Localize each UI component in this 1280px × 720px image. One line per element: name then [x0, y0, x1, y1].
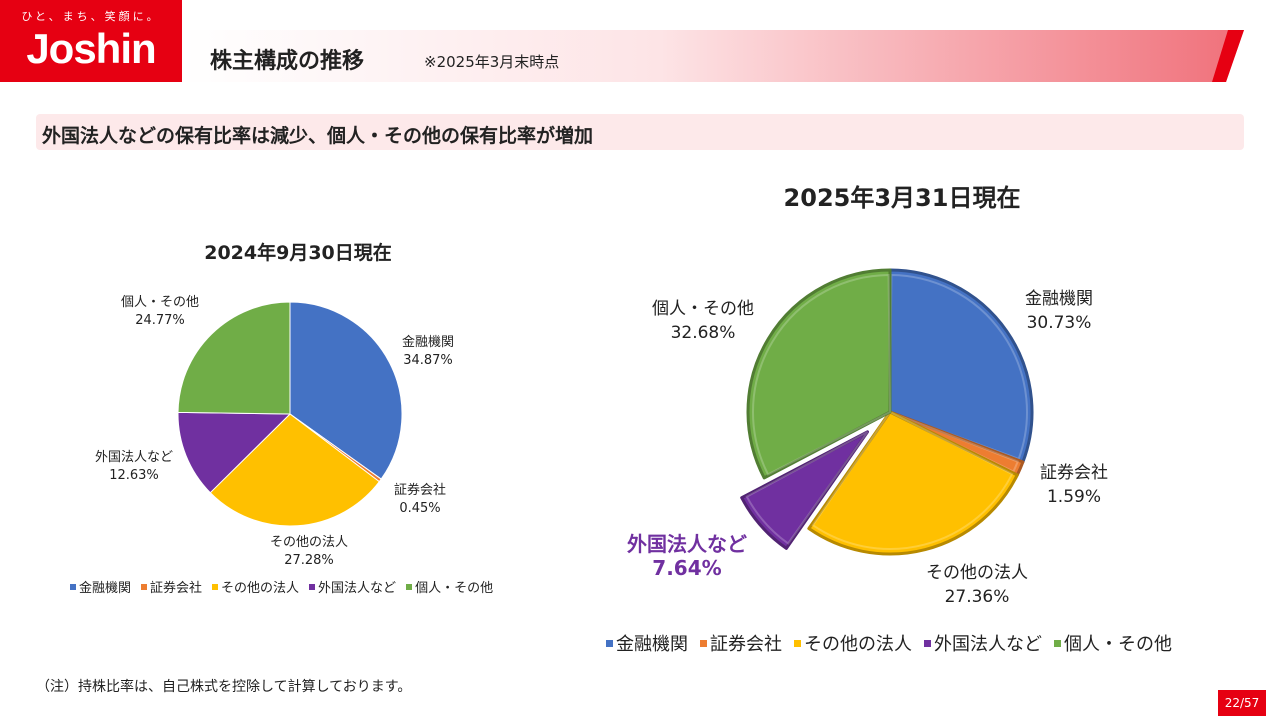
chart2-legend-swatch-2	[794, 639, 801, 647]
chart1-label-value-2: 27.28%	[284, 553, 334, 568]
chart2-legend: 金融機関 証券会社 その他の法人 外国法人など 個人・その他	[606, 630, 1172, 656]
chart1-title: 2024年9月30日現在	[204, 241, 392, 264]
chart1-legend-swatch-4	[406, 583, 413, 590]
chart1-label-value-1: 0.45%	[399, 501, 440, 516]
chart1-legend-item-1: 証券会社	[141, 577, 202, 596]
chart2-legend-item-4: 個人・その他	[1054, 630, 1172, 656]
chart1-legend-item-4: 個人・その他	[406, 577, 493, 596]
chart1-slice-4	[177, 301, 291, 415]
chart1-legend-label-1: 証券会社	[150, 581, 203, 596]
chart2-legend-swatch-4	[1054, 639, 1061, 647]
chart2-label-value-1: 1.59%	[1047, 487, 1101, 507]
pie-chart-2024: 金融機関 34.87% 証券会社 0.45% その他の法人 27.28% 外国法人など 12.…	[95, 295, 454, 568]
chart2-slice-2-bevel	[811, 410, 1014, 550]
chart1-label-name-4: 個人・その他	[121, 295, 199, 310]
logo-wordmark: Joshin	[26, 25, 156, 72]
chart2-slice-3	[740, 430, 869, 550]
chart2-label-value-3: 7.64%	[652, 556, 721, 580]
chart1-legend: 金融機関 証券会社 その他の法人 外国法人など 個人・その他	[70, 577, 493, 596]
chart2-legend-label-2: その他の法人	[804, 634, 912, 655]
chart2-legend-item-3: 外国法人など	[924, 630, 1042, 656]
chart1-legend-label-4: 個人・その他	[415, 581, 494, 596]
chart2-legend-label-1: 証券会社	[710, 634, 782, 655]
chart2-slice-0-bevel	[888, 273, 1028, 461]
page-number: 22/57	[1218, 690, 1266, 716]
chart2-slice-2	[807, 410, 1019, 556]
chart2-legend-swatch-3	[924, 639, 931, 647]
pie-chart-2025: 金融機関 30.73% 証券会社 1.59% その他の法人 27.36% 外国法人など7.6…	[627, 268, 1108, 607]
chart1-label-name-2: その他の法人	[270, 535, 348, 550]
page-note: ※2025年3月末時点	[424, 53, 560, 71]
chart1-label-value-4: 24.77%	[135, 313, 185, 328]
chart1-label-value-3: 12.63%	[109, 468, 159, 483]
chart2-slice-4	[746, 268, 892, 480]
chart2-legend-swatch-1	[700, 639, 707, 647]
chart2-label-name-3: 外国法人など	[627, 532, 747, 556]
chart1-slice-0	[289, 301, 403, 480]
chart2-legend-item-1: 証券会社	[700, 630, 782, 656]
chart1-label-name-0: 金融機関	[402, 334, 454, 350]
chart2-legend-item-0: 金融機関	[606, 630, 688, 656]
chart1-legend-swatch-0	[70, 583, 76, 590]
chart2-label-name-1: 証券会社	[1040, 463, 1108, 483]
chart2-legend-label-0: 金融機関	[616, 634, 688, 655]
chart2-label-name-4: 個人・その他	[652, 299, 754, 319]
chart2-slice-3-bevel	[745, 430, 869, 545]
chart1-legend-item-0: 金融機関	[70, 577, 131, 596]
footnote: （注）持株比率は、自己株式を控除して計算しております。	[36, 679, 412, 695]
chart1-label-name-1: 証券会社	[394, 482, 446, 498]
chart1-legend-swatch-3	[309, 583, 316, 590]
chart1-legend-label-2: その他の法人	[221, 581, 300, 596]
chart2-title: 2025年3月31日現在	[784, 184, 1021, 212]
chart2-label-value-4: 32.68%	[671, 323, 736, 343]
chart1-legend-item-2: その他の法人	[212, 577, 299, 596]
chart2-legend-item-2: その他の法人	[794, 630, 912, 656]
chart2-label-value-2: 27.36%	[945, 587, 1010, 607]
chart2-legend-swatch-0	[606, 639, 613, 647]
joshin-logo: ひと、まち、笑顔に。 Joshin	[0, 0, 182, 82]
subtitle: 外国法人などの保有比率は減少、個人・その他の保有比率が増加	[42, 125, 594, 147]
chart1-legend-swatch-1	[141, 583, 148, 590]
chart2-label-name-0: 金融機関	[1025, 289, 1093, 309]
chart2-slice-4-bevel	[752, 273, 892, 476]
chart2-legend-label-3: 外国法人など	[934, 634, 1042, 655]
chart1-legend-label-3: 外国法人など	[318, 581, 397, 596]
chart2-slice-0	[888, 268, 1034, 464]
chart1-slice-2	[209, 413, 380, 527]
chart2-label-value-0: 30.73%	[1027, 313, 1092, 333]
chart1-label-name-3: 外国法人など	[95, 450, 173, 465]
subtitle-box: 外国法人などの保有比率は減少、個人・その他の保有比率が増加	[36, 114, 1244, 150]
page-title: 株主構成の推移	[210, 49, 365, 74]
logo-tagline: ひと、まち、笑顔に。	[21, 10, 161, 23]
chart1-label-value-0: 34.87%	[403, 353, 453, 368]
title-band	[182, 30, 1244, 82]
chart1-legend-label-0: 金融機関	[79, 581, 132, 596]
chart2-legend-label-4: 個人・その他	[1064, 634, 1172, 655]
chart1-slice-3	[177, 411, 291, 494]
chart1-legend-swatch-2	[212, 583, 219, 590]
chart2-label-name-2: その他の法人	[926, 563, 1028, 583]
chart1-legend-item-3: 外国法人など	[309, 577, 396, 596]
